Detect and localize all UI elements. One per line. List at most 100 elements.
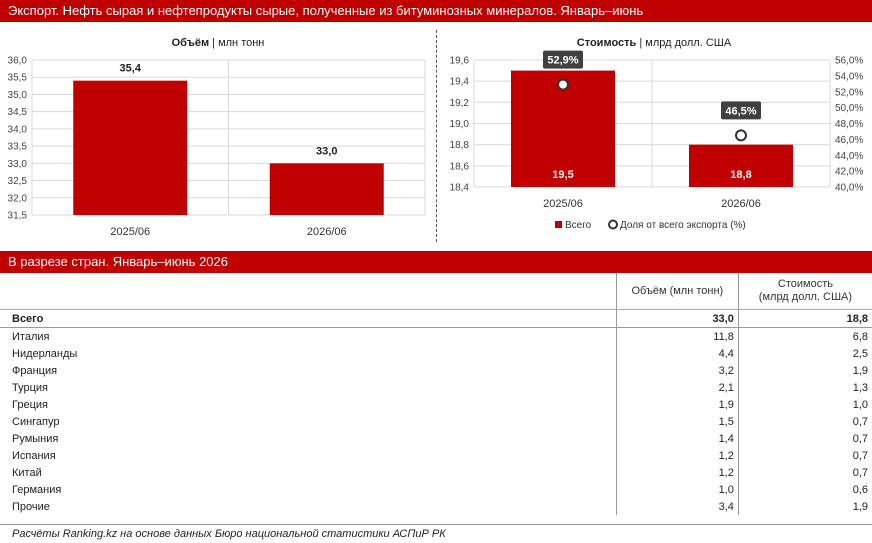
- table-row: Испания 1,2 0,7: [0, 447, 872, 464]
- y2-tick-label: 46,0%: [835, 135, 863, 146]
- table-total-row: Всего 33,0 18,8: [0, 309, 872, 328]
- volume-column-header: Объём (млн тонн): [615, 273, 739, 310]
- chart-title-main: Объём: [172, 37, 209, 49]
- value-column-header-line2: (млрд долл. США): [758, 291, 853, 303]
- section-title: В разрезе стран. Январь–июнь 2026: [0, 251, 872, 273]
- country-name: Китай: [12, 466, 42, 479]
- table-row: Румыния 1,4 0,7: [0, 430, 872, 447]
- total-volume: 33,0: [615, 309, 739, 328]
- country-volume: 1,5: [615, 413, 739, 430]
- country-name: Прочие: [12, 500, 50, 513]
- chart-title: Объём | млн тонн: [172, 37, 265, 49]
- country-volume: 1,2: [615, 447, 739, 464]
- share-label: 46,5%: [725, 105, 756, 117]
- table-row: Прочие 3,4 1,9: [0, 498, 872, 515]
- share-point: [557, 78, 569, 91]
- country-volume: 1,4: [615, 430, 739, 447]
- y-tick-label: 18,4: [450, 183, 470, 194]
- y2-tick-label: 48,0%: [835, 119, 863, 130]
- y-tick-label: 32,5: [8, 176, 28, 187]
- value-column-header: Стоимость (млрд долл. США): [737, 273, 872, 310]
- country-value: 0,7: [737, 464, 872, 481]
- country-volume: 3,4: [615, 498, 739, 515]
- country-value: 1,3: [737, 379, 872, 396]
- chart-divider: [436, 30, 437, 242]
- country-volume: 2,1: [615, 379, 739, 396]
- country-name: Сингапур: [12, 415, 60, 428]
- bar: [73, 80, 188, 215]
- countries-table: Объём (млн тонн) Стоимость (млрд долл. С…: [0, 273, 872, 515]
- y-tick-label: 34,0: [8, 124, 28, 135]
- y-tick-label: 33,5: [8, 142, 28, 153]
- y-tick-label: 35,5: [8, 73, 28, 84]
- country-value: 0,7: [737, 413, 872, 430]
- y-tick-label: 35,0: [8, 90, 28, 101]
- data-label: 19,5: [552, 169, 573, 181]
- country-name: Турция: [12, 381, 48, 394]
- table-row: Сингапур 1,5 0,7: [0, 413, 872, 430]
- y2-tick-label: 56,0%: [835, 56, 863, 67]
- country-volume: 4,4: [615, 345, 739, 362]
- country-name: Испания: [12, 449, 56, 462]
- table-row: Германия 1,0 0,6: [0, 481, 872, 498]
- country-volume: 1,2: [615, 464, 739, 481]
- country-value: 1,9: [737, 498, 872, 515]
- x-tick-label: 2026/06: [721, 198, 761, 210]
- total-label: Всего: [0, 309, 617, 328]
- bar: [269, 163, 384, 215]
- x-tick-label: 2025/06: [110, 226, 150, 238]
- country-value: 6,8: [737, 327, 872, 345]
- x-tick-label: 2026/06: [307, 226, 347, 238]
- country-value: 0,6: [737, 481, 872, 498]
- country-volume: 11,8: [615, 327, 739, 345]
- y-tick-label: 31,5: [8, 211, 28, 222]
- source-footnote: Расчёты Ranking.kz на основе данных Бюро…: [0, 524, 872, 542]
- table-header-row: Объём (млн тонн) Стоимость (млрд долл. С…: [0, 273, 872, 310]
- y2-tick-label: 42,0%: [835, 167, 863, 178]
- chart-title-unit: | млн тонн: [209, 37, 264, 49]
- country-volume: 1,9: [615, 396, 739, 413]
- y-tick-label: 19,4: [450, 77, 470, 88]
- table-row: Франция 3,2 1,9: [0, 362, 872, 379]
- country-name: Нидерланды: [12, 347, 78, 360]
- data-label: 35,4: [120, 63, 142, 75]
- share-point: [735, 129, 747, 142]
- country-name: Германия: [12, 483, 62, 496]
- table-row: Китай 1,2 0,7: [0, 464, 872, 481]
- country-value: 0,7: [737, 430, 872, 447]
- bar: [689, 144, 793, 187]
- y2-tick-label: 54,0%: [835, 71, 863, 82]
- volume-chart: Объём | млн тонн 31,5 32,0 32,5 33,0 33,5 34,0…: [8, 37, 426, 238]
- y-tick-label: 18,8: [450, 140, 470, 151]
- y-tick-label: 18,6: [450, 161, 470, 172]
- chart-title-unit: | млрд долл. США: [636, 37, 732, 49]
- country-value: 1,9: [737, 362, 872, 379]
- y-tick-label: 34,5: [8, 107, 28, 118]
- y-tick-label: 19,6: [450, 56, 470, 67]
- value-column-header-line1: Стоимость: [777, 278, 833, 290]
- y2-tick-label: 44,0%: [835, 151, 863, 162]
- country-name: Италия: [12, 330, 50, 343]
- share-label-bg: [721, 101, 761, 120]
- legend-label-share: Доля от всего экспорта (%): [620, 220, 746, 231]
- x-tick-label: 2025/06: [543, 198, 583, 210]
- y-tick-label: 36,0: [8, 56, 28, 67]
- y2-tick-label: 50,0%: [835, 103, 863, 114]
- legend-label-total: Всего: [565, 220, 592, 231]
- share-label-bg: [543, 50, 583, 69]
- country-name: Франция: [12, 364, 58, 377]
- y2-tick-label: 52,0%: [835, 87, 863, 98]
- country-name: Румыния: [12, 432, 59, 445]
- y-tick-label: 33,0: [8, 159, 28, 170]
- value-chart: Стоимость | млрд долл. США 18,4 18,6 18,8 19…: [450, 37, 864, 231]
- total-value: 18,8: [737, 309, 872, 328]
- table-row: Нидерланды 4,4 2,5: [0, 345, 872, 362]
- y-tick-label: 32,0: [8, 193, 28, 204]
- country-volume: 3,2: [615, 362, 739, 379]
- charts-area: Объём | млн тонн 31,5 32,0 32,5 33,0 33,5 34,0…: [0, 22, 872, 244]
- share-label: 52,9%: [547, 55, 578, 67]
- table-row: Греция 1,9 1,0: [0, 396, 872, 413]
- chart-title: Стоимость | млрд долл. США: [577, 37, 732, 49]
- chart-title-main: Стоимость: [577, 37, 637, 49]
- data-label: 33,0: [316, 145, 337, 157]
